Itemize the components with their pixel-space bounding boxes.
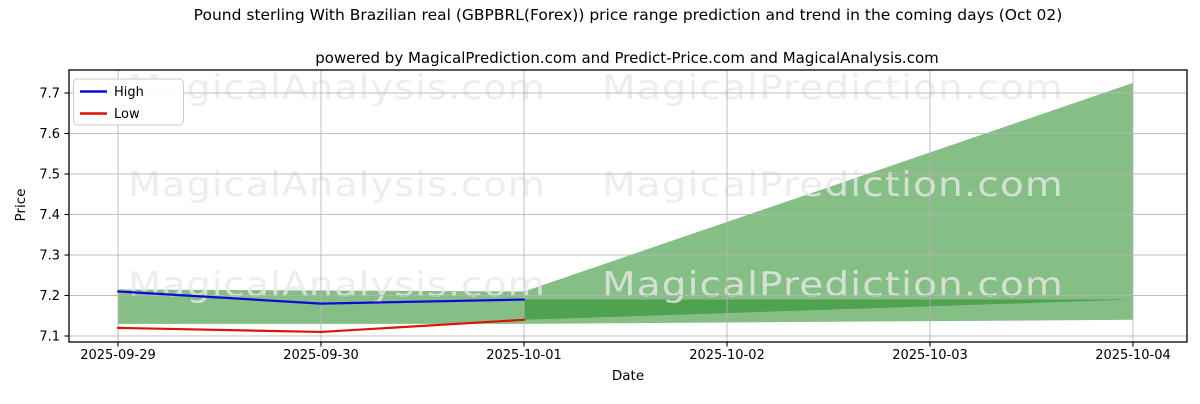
y-tick-label: 7.2 <box>39 289 60 304</box>
x-tick-label: 2025-10-03 <box>892 348 968 363</box>
watermark-layer: MagicalAnalysis.com MagicalPrediction.com… <box>128 68 1064 305</box>
legend: High Low <box>73 78 184 126</box>
y-axis-label: Price <box>13 189 29 222</box>
watermark-text: MagicalAnalysis.com <box>128 265 546 305</box>
tick-layer: 2025-09-29 2025-09-30 2025-10-01 2025-10-02… <box>39 87 1170 364</box>
y-tick-label: 7.5 <box>39 168 60 183</box>
watermark-text: MagicalAnalysis.com <box>128 165 546 205</box>
x-tick-label: 2025-10-04 <box>1095 348 1171 363</box>
x-tick-label: 2025-09-30 <box>283 348 359 363</box>
legend-low-label: Low <box>114 107 140 122</box>
y-tick-label: 7.7 <box>39 87 60 102</box>
gridline-layer <box>69 70 1187 342</box>
y-tick-label: 7.6 <box>39 127 60 142</box>
x-tick-label: 2025-10-01 <box>486 348 562 363</box>
plot-frame <box>68 69 1188 343</box>
y-tick-label: 7.4 <box>39 208 60 223</box>
chart-title: Pound sterling With Brazilian real (GBPB… <box>194 6 1063 24</box>
band-forecast-range-band <box>118 82 1133 324</box>
x-tick-label: 2025-09-29 <box>80 348 156 363</box>
series-layer <box>116 290 526 334</box>
forecast-bands-layer <box>118 82 1133 324</box>
series-line-low <box>116 318 526 334</box>
watermark-text: MagicalPrediction.com <box>602 165 1064 205</box>
series-line-high <box>116 290 526 305</box>
band-forecast-trend-wedge <box>524 299 1133 320</box>
watermark-text: MagicalAnalysis.com <box>128 68 546 108</box>
x-axis-label: Date <box>612 368 644 384</box>
y-tick-label: 7.1 <box>39 330 60 345</box>
legend-high-label: High <box>114 85 144 100</box>
chart-subtitle: powered by MagicalPrediction.com and Pre… <box>315 49 939 67</box>
y-tick-label: 7.3 <box>39 249 60 264</box>
watermark-text: MagicalPrediction.com <box>602 265 1064 305</box>
watermark-text: MagicalPrediction.com <box>602 68 1064 108</box>
x-tick-label: 2025-10-02 <box>689 348 765 363</box>
